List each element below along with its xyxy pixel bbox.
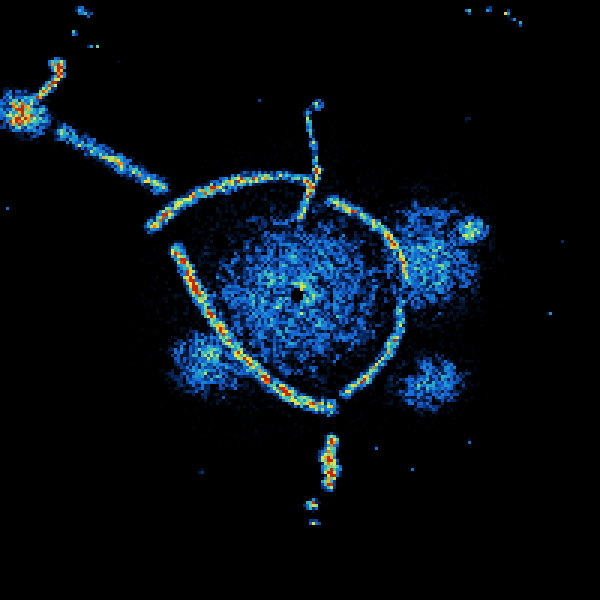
false-color-sky-map [0,0,600,600]
image-viewport: False-color intensity map black-blue-cya… [0,0,600,600]
